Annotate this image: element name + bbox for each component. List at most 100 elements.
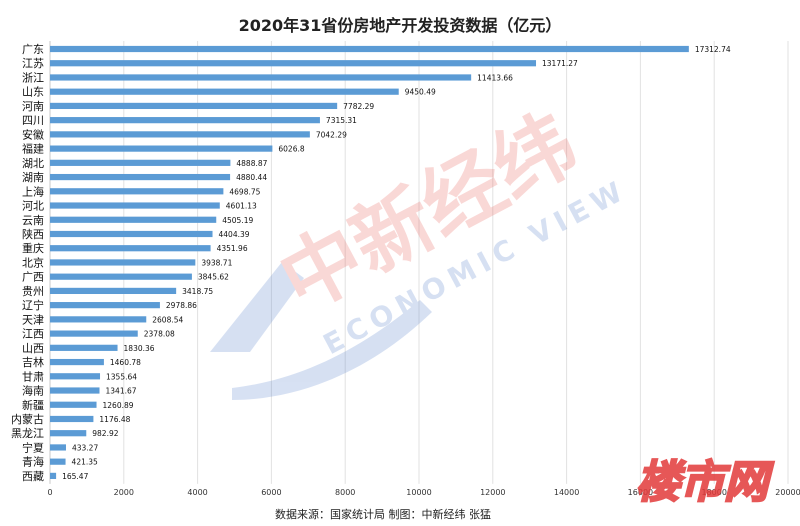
- bar-9: [50, 173, 231, 181]
- value-label: 3418.75: [182, 287, 213, 296]
- bar-29: [50, 458, 66, 465]
- value-label: 433.27: [72, 443, 98, 452]
- value-label: 1830.36: [124, 344, 155, 353]
- bar-18: [50, 302, 160, 309]
- value-label: 4601.13: [226, 202, 257, 211]
- value-label: 1176.48: [99, 415, 130, 424]
- bar-14: [50, 245, 211, 252]
- bar-15: [50, 259, 196, 266]
- bar-4: [50, 102, 338, 110]
- category-label: 北京: [22, 255, 44, 269]
- bar-6: [50, 131, 310, 138]
- x-tick-label: 10000: [406, 488, 431, 497]
- category-label: 黑龙江: [11, 427, 44, 440]
- value-label: 1355.64: [106, 372, 137, 381]
- value-label: 9450.49: [405, 88, 436, 97]
- corner-watermark-text: 楼市网: [636, 457, 774, 508]
- value-label: 1341.67: [106, 387, 137, 396]
- category-label: 江苏: [22, 57, 44, 70]
- category-label: 河北: [22, 200, 44, 213]
- bar-23: [50, 373, 101, 380]
- category-label: 山东: [22, 86, 44, 99]
- corner-watermark: 楼市网: [635, 456, 775, 509]
- value-label: 2378.08: [144, 330, 175, 339]
- bar-21: [50, 344, 118, 351]
- bar-28: [50, 444, 66, 451]
- bar-0: [50, 45, 689, 53]
- category-label: 海南: [22, 384, 44, 398]
- category-label: 河南: [22, 100, 44, 113]
- x-tick-label: 0: [47, 488, 52, 497]
- category-label: 重庆: [22, 241, 44, 255]
- bar-22: [50, 358, 104, 366]
- bar-10: [50, 188, 224, 195]
- bar-12: [50, 216, 217, 223]
- watermark-logo: 中新经纬 ECONOMIC VIEW: [210, 96, 633, 400]
- value-label: 3938.71: [201, 258, 232, 267]
- value-label: 3845.62: [198, 273, 229, 282]
- category-label: 四川: [22, 114, 44, 127]
- grid-layer: [49, 41, 789, 484]
- category-label: 青海: [22, 455, 44, 469]
- bar-8: [50, 159, 231, 166]
- value-label: 4351.96: [217, 244, 248, 253]
- value-label: 4698.75: [229, 187, 260, 196]
- value-label: 7782.29: [343, 102, 374, 111]
- x-tick-label: 6000: [261, 488, 281, 497]
- category-label: 西藏: [22, 470, 44, 483]
- bar-25: [50, 401, 97, 408]
- watermark-swoosh-2: [232, 300, 432, 400]
- bar-2: [50, 74, 472, 81]
- value-label: 7042.29: [316, 130, 347, 139]
- chart-title: 2020年31省份房地产开发投资数据（亿元）: [239, 16, 562, 35]
- value-label: 421.35: [72, 458, 98, 467]
- category-label: 甘肃: [22, 370, 44, 383]
- category-label: 上海: [22, 184, 44, 198]
- value-label: 17312.74: [695, 45, 731, 54]
- value-label: 7315.31: [326, 116, 357, 125]
- value-label: 4880.44: [236, 173, 267, 182]
- bar-7: [50, 145, 273, 152]
- value-label: 4888.87: [236, 159, 267, 168]
- bar-20: [50, 330, 138, 337]
- bar-3: [50, 88, 399, 95]
- category-label: 辽宁: [22, 298, 44, 312]
- labels-layer: 广东 17312.74 江苏 13171.27 浙江 11413.66 山东 9450.49 河…: [11, 43, 731, 483]
- category-label: 江西: [22, 328, 44, 341]
- x-tick-label: 2000: [114, 488, 134, 497]
- category-label: 新疆: [22, 398, 44, 412]
- value-label: 2608.54: [152, 315, 183, 324]
- x-tick-label: 14000: [554, 488, 579, 497]
- category-label: 贵州: [22, 285, 44, 298]
- category-label: 浙江: [22, 71, 44, 84]
- bar-19: [50, 316, 147, 323]
- x-tick-label: 8000: [335, 488, 355, 497]
- value-label: 1260.89: [103, 401, 134, 410]
- bar-11: [50, 202, 220, 209]
- bar-30: [50, 472, 57, 479]
- value-label: 165.47: [62, 472, 88, 481]
- bar-1: [50, 60, 537, 67]
- bars-layer: [50, 45, 689, 479]
- category-label: 湖北: [22, 157, 44, 170]
- value-label: 11413.66: [477, 73, 513, 82]
- value-label: 4404.39: [219, 230, 250, 239]
- category-label: 内蒙古: [11, 412, 44, 426]
- category-label: 天津: [22, 313, 44, 326]
- bar-27: [50, 430, 87, 437]
- category-label: 宁夏: [22, 440, 44, 454]
- x-tick-label: 4000: [187, 488, 207, 497]
- value-label: 2978.86: [166, 301, 197, 310]
- watermark-swoosh: [210, 262, 304, 352]
- category-label: 福建: [22, 142, 44, 156]
- category-label: 湖南: [22, 171, 44, 184]
- category-label: 广东: [22, 43, 44, 56]
- bar-24: [50, 387, 100, 394]
- bar-17: [50, 287, 177, 295]
- bar-26: [50, 415, 94, 423]
- value-label: 6026.8: [278, 145, 304, 154]
- x-tick-label: 18000: [701, 488, 726, 497]
- value-label: 982.92: [92, 429, 118, 438]
- x-tick-label: 16000: [628, 488, 653, 497]
